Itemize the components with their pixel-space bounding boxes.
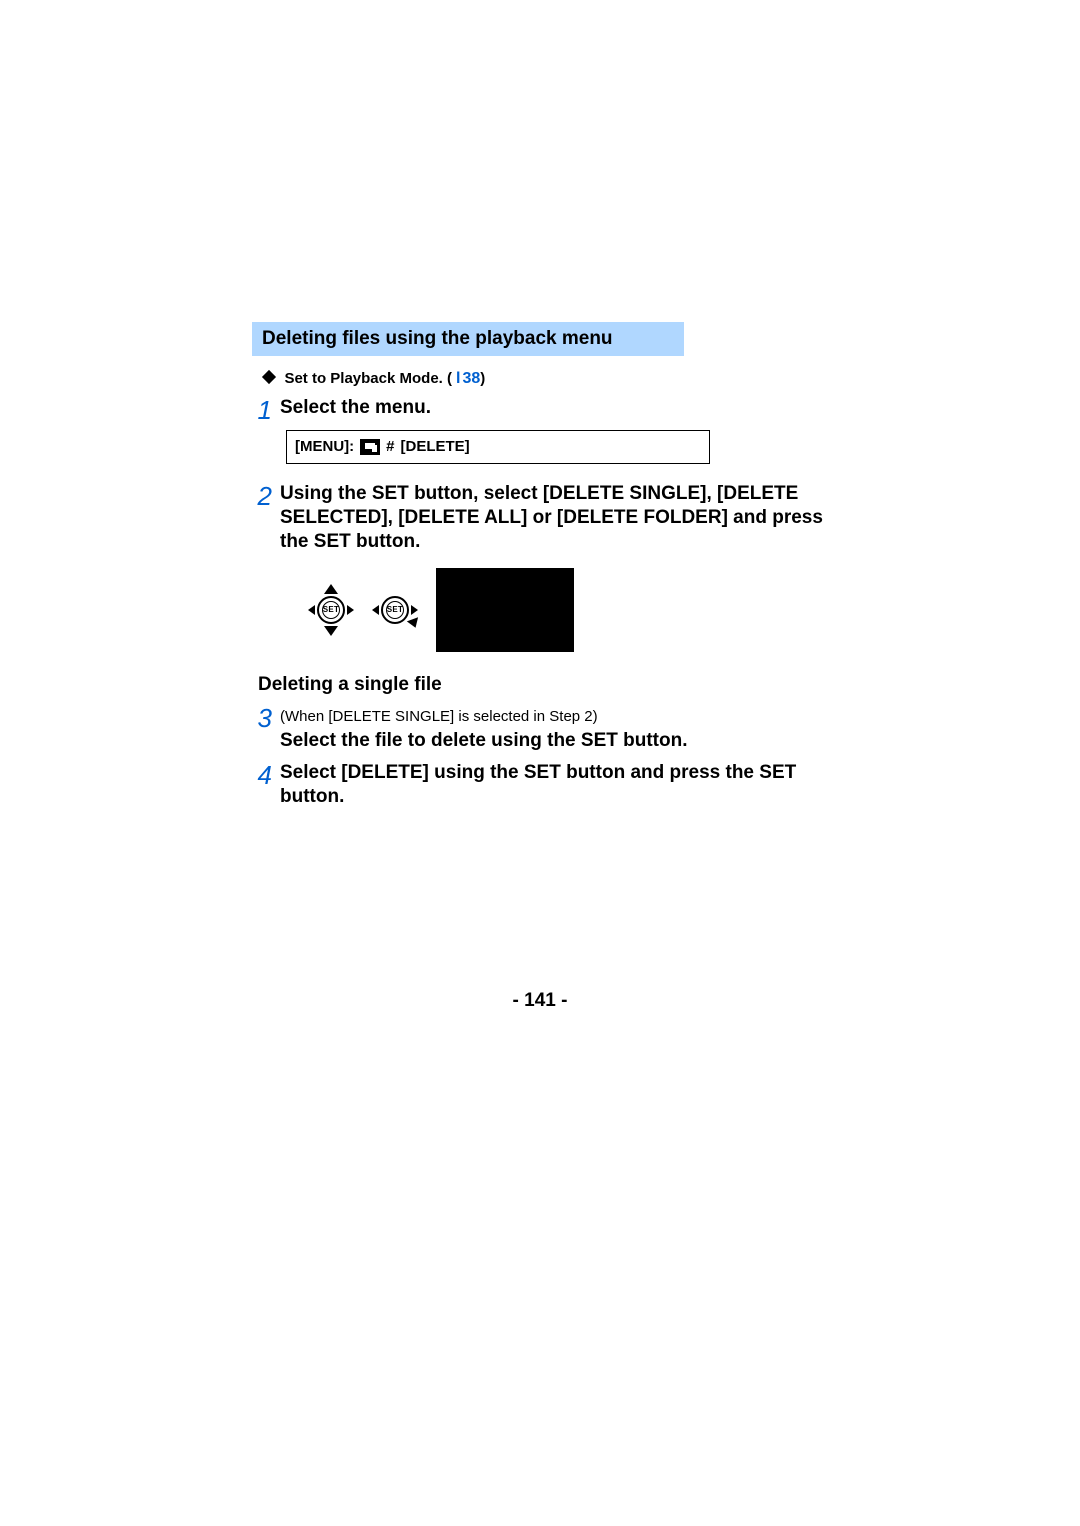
dot-right-icon <box>347 605 354 615</box>
step-number: 2 <box>252 482 280 665</box>
subheading: Deleting a single file <box>258 674 832 696</box>
set-press-icon: SET <box>372 596 418 624</box>
step-3-note: (When [DELETE SINGLE] is selected in Ste… <box>280 708 598 725</box>
step-4: 4 Select [DELETE] using the SET button a… <box>252 761 832 810</box>
step-number: 1 <box>252 396 280 474</box>
intro-close-paren: ) <box>480 370 485 387</box>
page-content: Deleting files using the playback menu S… <box>252 322 832 810</box>
step-1-text: Select the menu. <box>280 397 431 418</box>
step-1: 1 Select the menu. [MENU]: # [DELETE] <box>252 396 832 474</box>
step-body: Select the menu. [MENU]: # [DELETE] <box>280 396 832 474</box>
step-2-text: Using the SET button, select [DELETE SIN… <box>280 483 823 553</box>
delete-label: [DELETE] <box>401 437 470 456</box>
section-title-text: Deleting files using the playback menu <box>262 328 613 349</box>
controls-illustration: SET SET <box>308 568 832 652</box>
step-body: (When [DELETE SINGLE] is selected in Ste… <box>280 704 832 753</box>
step-body: Using the SET button, select [DELETE SIN… <box>280 482 832 665</box>
press-arrow-icon <box>407 618 421 631</box>
step-3-text: Select the file to delete using the SET … <box>280 730 687 751</box>
step-body: Select [DELETE] using the SET button and… <box>280 761 832 810</box>
menu-arrow-icon: # <box>386 437 394 456</box>
step-4-text: Select [DELETE] using the SET button and… <box>280 762 796 807</box>
triangle-down-icon <box>324 626 338 636</box>
dot-left-icon <box>372 605 379 615</box>
link-arrow-icon: l <box>456 370 460 387</box>
menu-path-box: [MENU]: # [DELETE] <box>286 430 710 463</box>
intro-row: Set to Playback Mode. (l38) <box>252 370 832 388</box>
step-number: 3 <box>252 704 280 753</box>
page-ref-link[interactable]: 38 <box>462 370 480 387</box>
page-number: - 141 - <box>0 990 1080 1012</box>
dot-left-icon <box>308 605 315 615</box>
diamond-bullet-icon <box>262 370 276 384</box>
playback-tab-icon <box>360 439 380 455</box>
set-label: SET <box>323 605 339 615</box>
step-number: 4 <box>252 761 280 810</box>
section-header: Deleting files using the playback menu <box>252 322 684 356</box>
dot-right-icon <box>411 605 418 615</box>
set-updown-icon: SET <box>308 584 354 636</box>
set-label: SET <box>387 605 403 615</box>
step-3: 3 (When [DELETE SINGLE] is selected in S… <box>252 704 832 753</box>
menu-label: [MENU]: <box>295 437 354 456</box>
intro-text: Set to Playback Mode. ( <box>284 370 452 387</box>
set-button-icon: SET <box>381 596 409 624</box>
triangle-up-icon <box>324 584 338 594</box>
step-2: 2 Using the SET button, select [DELETE S… <box>252 482 832 665</box>
screen-preview-icon <box>436 568 574 652</box>
set-button-icon: SET <box>317 596 345 624</box>
